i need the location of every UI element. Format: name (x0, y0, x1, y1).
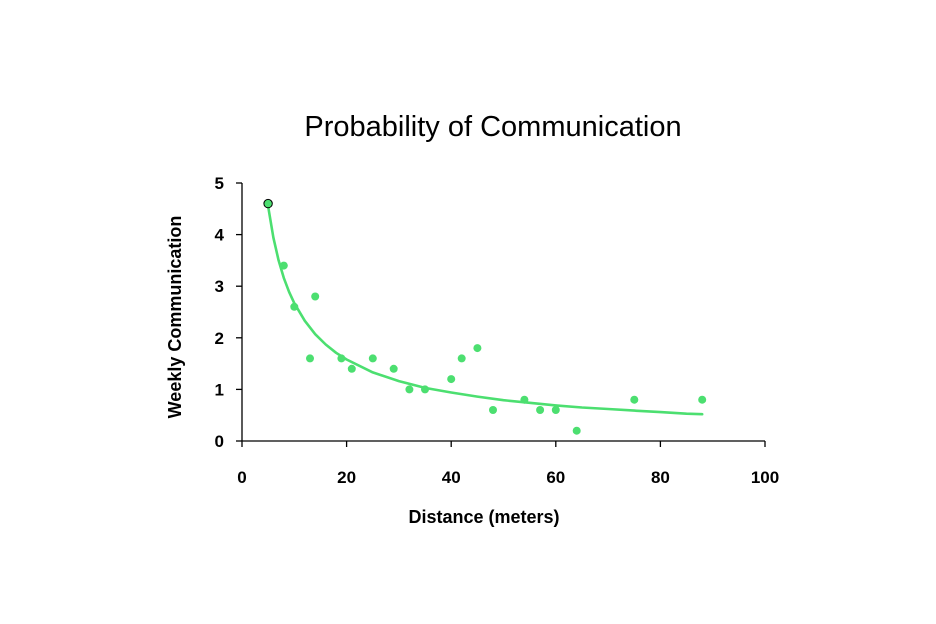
y-tick-label: 3 (215, 277, 224, 296)
y-tick-label: 4 (215, 226, 225, 245)
x-tick-label: 20 (337, 468, 356, 487)
y-tick-label: 0 (215, 432, 224, 451)
data-point (311, 292, 320, 301)
y-tick-label: 1 (215, 380, 224, 399)
chart-title: Probability of Communication (304, 111, 681, 143)
x-tick-label: 60 (546, 468, 565, 487)
data-point (290, 302, 299, 311)
x-axis-label: Distance (meters) (408, 507, 559, 527)
trend-line (266, 204, 704, 416)
trend-line-group (266, 204, 704, 416)
data-point (520, 395, 529, 404)
x-tick-label: 100 (751, 468, 779, 487)
data-point (389, 364, 398, 373)
highlighted-data-point (263, 198, 273, 209)
data-point (337, 354, 346, 363)
data-point (572, 426, 581, 435)
data-point (279, 261, 288, 270)
x-tick-label: 0 (237, 468, 246, 487)
data-point (405, 385, 414, 394)
data-point (447, 375, 456, 384)
data-point (457, 354, 466, 363)
data-point (489, 406, 497, 414)
data-points (263, 198, 707, 435)
data-point (421, 385, 429, 394)
data-point (306, 354, 314, 363)
data-point (630, 395, 639, 404)
data-point (536, 406, 545, 414)
data-point (347, 364, 356, 373)
axes: 0 20 40 60 80 100 0 1 2 3 4 5 (215, 174, 780, 487)
data-point (368, 354, 377, 363)
y-axis-label: Weekly Communication (165, 216, 185, 419)
data-point (473, 344, 482, 353)
data-point (698, 395, 707, 404)
y-tick-label: 2 (215, 329, 224, 348)
y-tick-label: 5 (215, 174, 224, 193)
data-point (551, 406, 560, 414)
x-tick-label: 80 (651, 468, 670, 487)
x-tick-label: 40 (442, 468, 461, 487)
